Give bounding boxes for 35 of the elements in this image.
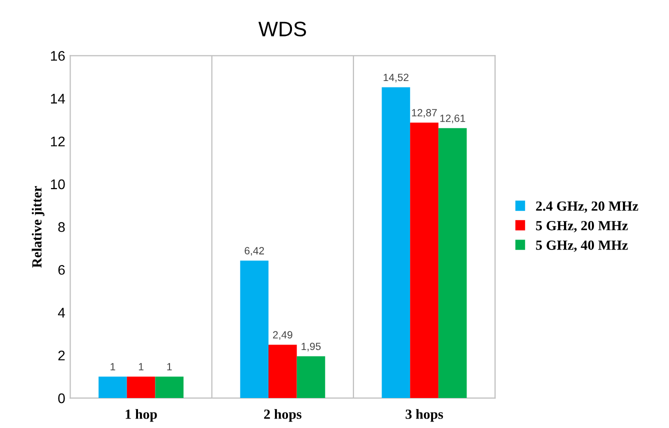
data-label: 2,49 — [273, 331, 292, 340]
bar — [240, 260, 268, 398]
data-label: 1 — [167, 363, 172, 370]
bar — [98, 376, 127, 398]
data-label: 12,61 — [440, 114, 466, 124]
bar — [296, 356, 326, 398]
legend-label: 2.4 GHz, 20 MHz — [536, 201, 638, 213]
y-axis-title: Relative jitter — [32, 186, 44, 268]
bar — [268, 344, 297, 398]
data-label: 1 — [110, 363, 116, 370]
y-tick-label: 6 — [58, 264, 65, 275]
bar — [155, 376, 184, 398]
y-tick-label: 4 — [58, 308, 65, 318]
y-tick-label: 12 — [50, 136, 65, 146]
bar — [382, 87, 410, 398]
y-tick-label: 2 — [58, 350, 65, 360]
legend-label: 5 GHz, 20 MHz — [536, 220, 628, 232]
x-tick-label: 2 hops — [264, 409, 302, 422]
y-tick-label: 8 — [58, 222, 65, 232]
data-label: 6,42 — [244, 247, 264, 256]
y-tick-label: 14 — [50, 94, 65, 104]
y-tick-label: 0 — [58, 393, 65, 404]
data-label: 1,95 — [302, 342, 321, 352]
data-label: 12,87 — [412, 109, 437, 118]
chart-title: WDS — [258, 22, 306, 36]
data-label: 1 — [138, 363, 144, 370]
bar — [410, 122, 438, 398]
legend-label: 5 GHz, 40 MHz — [536, 240, 628, 252]
x-tick-label: 1 hop — [126, 409, 157, 422]
y-tick-label: 10 — [50, 179, 65, 190]
data-label: 14,52 — [384, 74, 408, 82]
y-tick-label: 16 — [50, 50, 65, 61]
bar — [126, 376, 156, 398]
x-tick-label: 3 hops — [406, 409, 444, 422]
bar — [438, 128, 467, 398]
